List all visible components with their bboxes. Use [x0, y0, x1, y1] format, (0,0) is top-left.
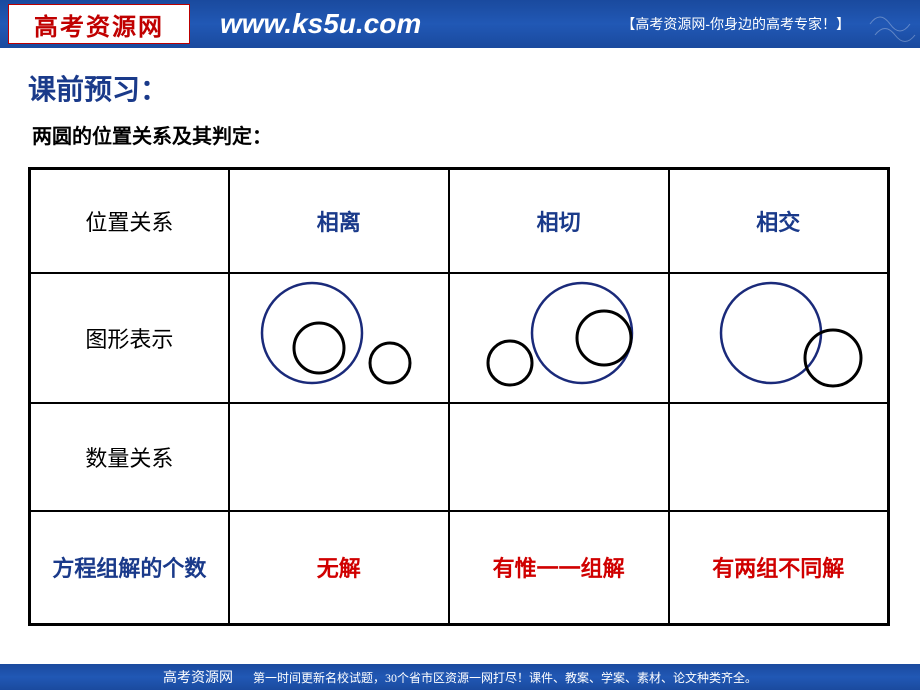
solution-intersect: 有两组不同解 — [669, 511, 889, 625]
col-header-intersect: 相交 — [669, 169, 889, 273]
tagline: 【高考资源网-你身边的高考专家！】 — [621, 14, 850, 34]
quantity-intersect — [669, 403, 889, 511]
footer-bar: 高考资源网 第一时间更新名校试题，30个省市区资源一网打尽！课件、教案、学案、素… — [0, 664, 920, 690]
header-decoration — [860, 0, 920, 48]
footer-logo: 高考资源网 — [163, 667, 233, 687]
col-header-separate: 相离 — [229, 169, 449, 273]
col-header-tangent: 相切 — [449, 169, 669, 273]
slide-subtitle: 两圆的位置关系及其判定： — [32, 120, 892, 149]
quantity-tangent — [449, 403, 669, 511]
footer-text: 第一时间更新名校试题，30个省市区资源一网打尽！课件、教案、学案、素材、论文种类… — [253, 669, 757, 686]
solution-tangent: 有惟一一组解 — [449, 511, 669, 625]
header-bar: 高考资源网 www.ks5u.com 【高考资源网-你身边的高考专家！】 — [0, 0, 920, 48]
logo-box: 高考资源网 — [8, 4, 190, 44]
site-url: www.ks5u.com — [220, 8, 421, 40]
quantity-separate — [229, 403, 449, 511]
row-label-diagram: 图形表示 — [30, 273, 229, 403]
slide-title: 课前预习： — [28, 68, 892, 108]
diagram-tangent — [449, 273, 669, 403]
diagram-separate — [229, 273, 449, 403]
row-label-quantity: 数量关系 — [30, 403, 229, 511]
slide-content: 课前预习： 两圆的位置关系及其判定： 位置关系 相离 相切 相交 图形表示 数量… — [0, 48, 920, 626]
row-label-solutions: 方程组解的个数 — [30, 511, 229, 625]
relations-table: 位置关系 相离 相切 相交 图形表示 数量关系 方程组解的个数 无解 — [28, 167, 890, 626]
row-label-position: 位置关系 — [30, 169, 229, 273]
solution-separate: 无解 — [229, 511, 449, 625]
diagram-intersect — [669, 273, 889, 403]
logo-text: 高考资源网 — [34, 7, 164, 42]
